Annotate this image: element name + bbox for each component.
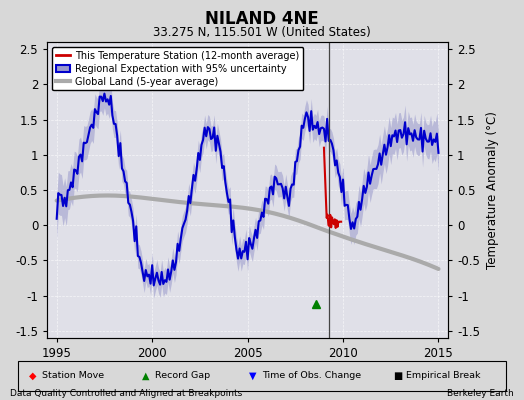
Text: Station Move: Station Move — [42, 372, 104, 380]
Text: ▲: ▲ — [141, 371, 149, 381]
Text: Empirical Break: Empirical Break — [406, 372, 481, 380]
Legend: This Temperature Station (12-month average), Regional Expectation with 95% uncer: This Temperature Station (12-month avera… — [52, 47, 303, 90]
Text: Record Gap: Record Gap — [155, 372, 210, 380]
Bar — [18, 361, 506, 391]
Text: ▼: ▼ — [249, 371, 256, 381]
Text: ■: ■ — [393, 371, 402, 381]
Text: Data Quality Controlled and Aligned at Breakpoints: Data Quality Controlled and Aligned at B… — [10, 389, 243, 398]
Text: Time of Obs. Change: Time of Obs. Change — [262, 372, 361, 380]
Text: NILAND 4NE: NILAND 4NE — [205, 10, 319, 28]
Y-axis label: Temperature Anomaly (°C): Temperature Anomaly (°C) — [486, 111, 499, 269]
Text: Berkeley Earth: Berkeley Earth — [447, 389, 514, 398]
Text: ◆: ◆ — [29, 371, 36, 381]
Text: 33.275 N, 115.501 W (United States): 33.275 N, 115.501 W (United States) — [153, 26, 371, 39]
